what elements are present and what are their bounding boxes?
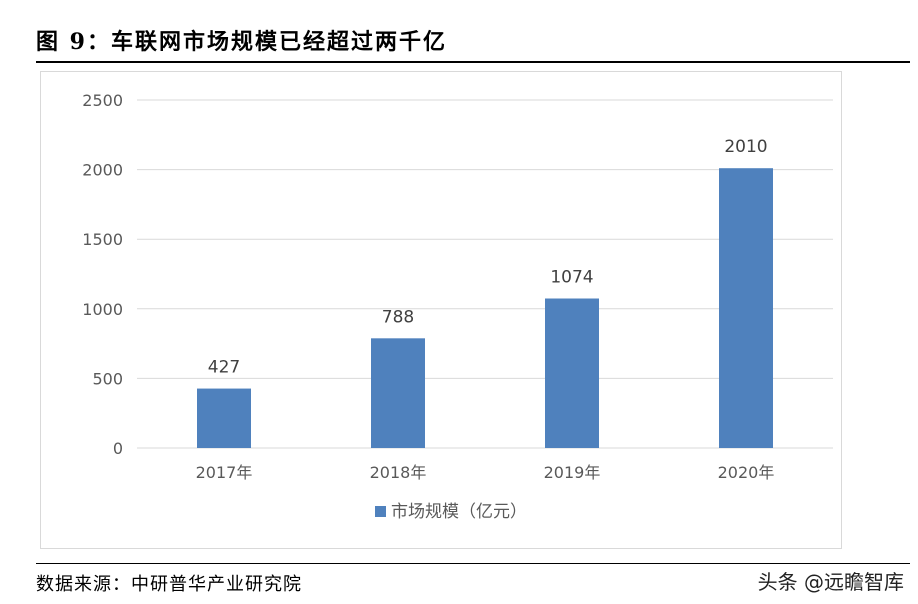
bottom-rule	[36, 563, 910, 564]
data-label: 788	[382, 307, 414, 327]
bar	[197, 388, 251, 448]
y-tick-label: 1500	[82, 230, 123, 249]
bar	[371, 338, 425, 448]
bar	[719, 168, 773, 448]
legend-swatch	[375, 506, 386, 517]
y-tick-label: 2000	[82, 161, 123, 180]
x-tick-label: 2018年	[370, 463, 427, 482]
figure-title: 图 9：车联网市场规模已经超过两千亿	[36, 29, 447, 55]
x-tick-label: 2017年	[196, 463, 253, 482]
bar	[545, 298, 599, 448]
x-tick-label: 2019年	[544, 463, 601, 482]
y-tick-label: 1000	[82, 300, 123, 319]
chart-container: 0 500 1000 1500 2000 2500 427 2017年 788 2018年 1074…	[40, 71, 842, 549]
legend-label: 市场规模（亿元）	[391, 502, 527, 522]
y-tick-label: 500	[92, 369, 123, 388]
watermark: 头条 @远瞻智库	[757, 570, 904, 594]
x-tick-label: 2020年	[718, 463, 775, 482]
data-label: 1074	[550, 267, 593, 287]
top-rule	[36, 61, 910, 63]
data-label: 2010	[724, 137, 767, 157]
data-label: 427	[208, 358, 240, 378]
y-tick-label: 2500	[82, 91, 123, 110]
data-source: 数据来源：中研普华产业研究院	[36, 574, 302, 595]
y-tick-label: 0	[113, 439, 123, 458]
bar-chart: 0 500 1000 1500 2000 2500 427 2017年 788 2018年 1074…	[82, 91, 833, 522]
